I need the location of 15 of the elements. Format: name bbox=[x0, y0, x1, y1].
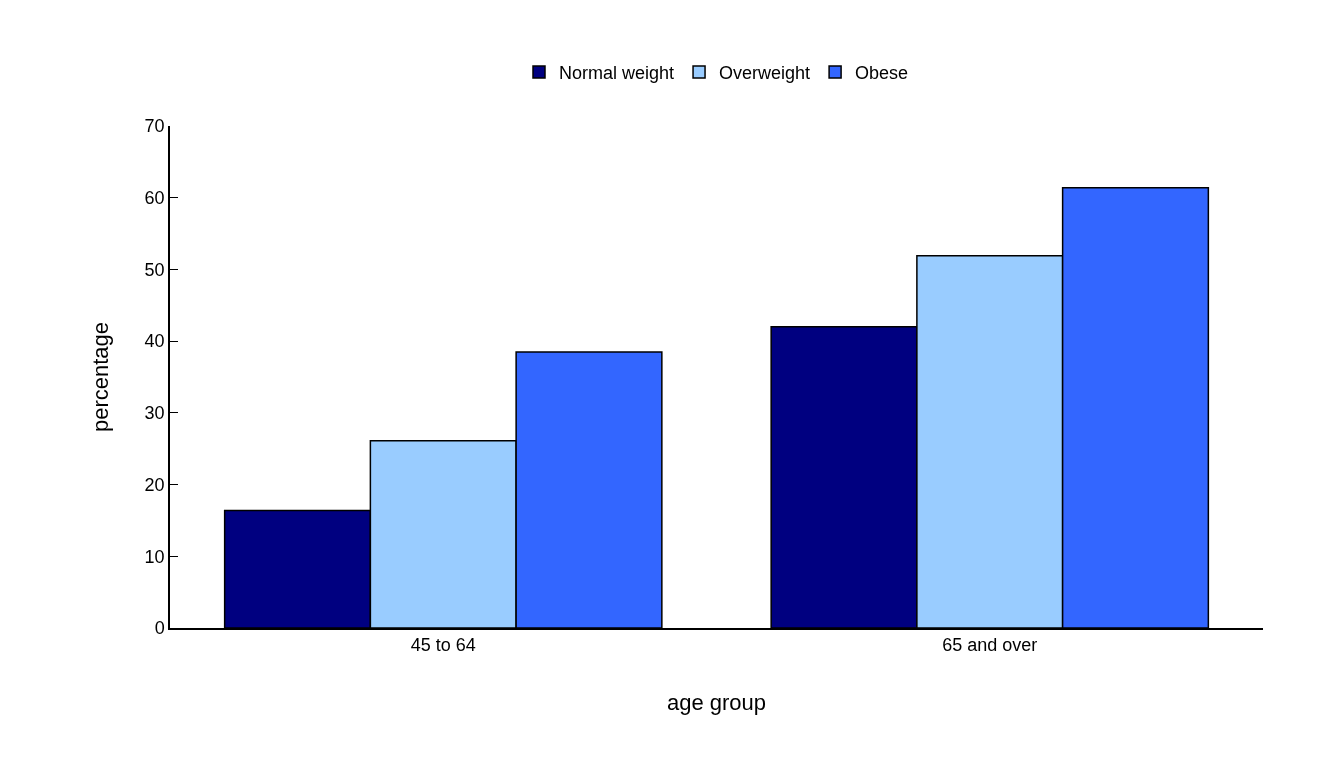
y-tick-label: 50 bbox=[144, 259, 165, 280]
y-tick-label: 10 bbox=[144, 546, 165, 567]
y-tick-label: 20 bbox=[144, 474, 165, 495]
y-tick-label: 70 bbox=[144, 116, 165, 137]
y-tick-label: 30 bbox=[144, 403, 165, 424]
x-axis-title: age group bbox=[666, 689, 767, 715]
x-tick-label: 65 and over bbox=[942, 635, 1038, 656]
x-tick-label: 45 to 64 bbox=[410, 635, 476, 656]
y-tick-label: 0 bbox=[154, 618, 165, 639]
legend-label: Obese bbox=[855, 63, 909, 84]
y-tick-label: 40 bbox=[144, 331, 165, 352]
y-axis-title: percentage bbox=[87, 321, 113, 433]
legend-label: Overweight bbox=[719, 63, 811, 84]
legend-label: Normal weight bbox=[559, 63, 675, 84]
y-tick-label: 60 bbox=[144, 188, 165, 209]
